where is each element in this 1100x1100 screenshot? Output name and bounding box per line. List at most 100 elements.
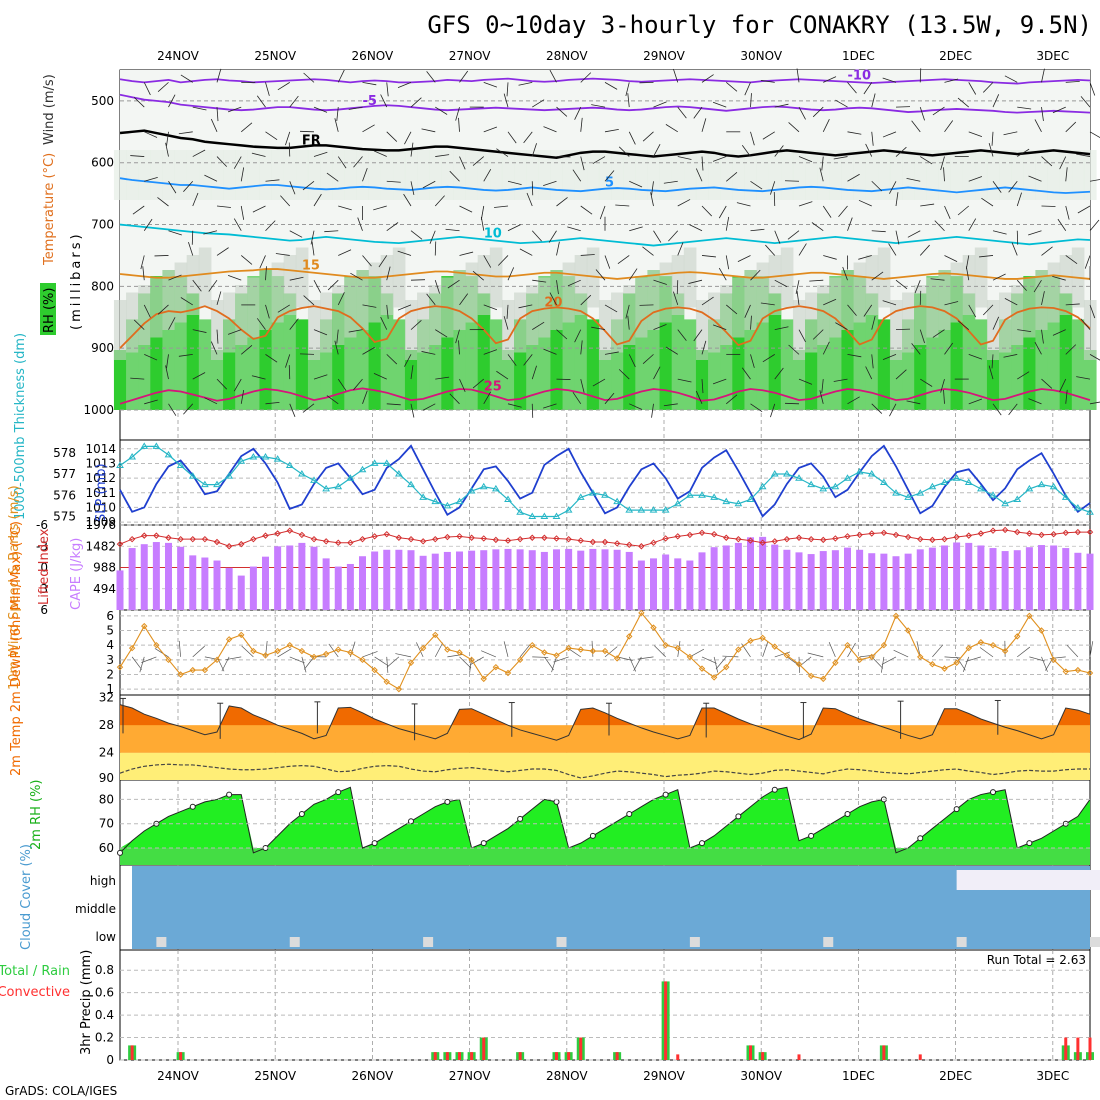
cape-bar — [528, 550, 536, 610]
wind10-marker — [225, 636, 233, 643]
wind-barb — [811, 222, 824, 232]
wind-barb — [991, 131, 994, 146]
thickness-tick-label: 578 — [53, 446, 76, 460]
wind10-marker — [1026, 612, 1033, 620]
wind-barb — [668, 230, 679, 242]
wind-barb — [858, 255, 872, 260]
cape-bar — [480, 550, 488, 610]
pressure-tick-label: 800 — [91, 279, 114, 293]
wind-barb — [483, 304, 498, 311]
isotherm-25 — [119, 387, 1091, 405]
wind-barb — [518, 304, 533, 309]
wind-barb — [507, 403, 522, 408]
thickness-marker — [904, 493, 913, 500]
precip-convective-bar — [664, 981, 668, 1060]
rh-shade-mid — [1035, 270, 1049, 330]
wind-tick-label: 1 — [106, 682, 114, 696]
rh-shade-high — [780, 150, 794, 200]
wind10-barb — [944, 656, 961, 659]
wind-barb — [847, 217, 853, 231]
wind-barb — [275, 253, 290, 256]
thickness-marker — [782, 470, 791, 477]
cape-bar — [225, 567, 233, 610]
rh-marker — [699, 840, 705, 847]
wind-barb — [459, 156, 466, 170]
wind-barb — [233, 156, 242, 169]
wind-barb — [132, 205, 145, 215]
cape-bar — [965, 542, 973, 610]
precip-convective-bar — [676, 1054, 680, 1060]
date-label-bottom: 2DEC — [939, 1069, 972, 1083]
rh-shade-mid — [635, 277, 648, 338]
wind-barb — [988, 142, 994, 157]
wind-barb — [216, 291, 222, 306]
wind10-marker — [601, 647, 609, 655]
wind-barb — [472, 378, 485, 389]
wind-barb — [819, 167, 824, 182]
wind-barb — [604, 255, 611, 269]
wind-barb — [871, 354, 874, 369]
lifted-index-marker — [286, 527, 293, 534]
wind-barb — [809, 279, 824, 282]
rh-shade-mid — [1083, 300, 1097, 360]
wind-barb — [718, 267, 727, 281]
wind-barb — [265, 220, 276, 232]
wind-barb — [519, 248, 533, 256]
lifted-index-marker — [650, 539, 657, 546]
rh-shade-high — [792, 150, 806, 200]
lifted-index-marker — [298, 531, 306, 539]
cape-bar — [1062, 548, 1070, 610]
cape-bar — [977, 545, 985, 610]
wind-tick-label: 4 — [106, 638, 114, 652]
pressure-tick-label: 500 — [91, 94, 114, 108]
lifted-index-marker — [820, 536, 827, 544]
rh-shade-high — [514, 150, 527, 200]
rh-shade-high — [1023, 150, 1036, 200]
cloud-high-bar — [1017, 870, 1031, 890]
wind10-marker — [638, 609, 645, 617]
wind-barb — [1041, 107, 1044, 122]
rh-shade-high — [926, 150, 939, 200]
lifted-index-marker — [189, 535, 196, 543]
wind-barb — [459, 378, 466, 393]
rh-shade-high — [380, 150, 394, 200]
wind-barb — [313, 329, 328, 336]
lifted-index-marker — [553, 535, 560, 542]
wind-barb — [762, 354, 775, 363]
rh-shade-low — [598, 350, 612, 410]
rh-shade-mid — [477, 255, 491, 315]
wind-barb — [204, 174, 218, 182]
wind-barb — [882, 131, 897, 138]
precip-legend-total: Total / Rain — [0, 964, 70, 979]
wind10-marker — [783, 652, 791, 659]
rh-shade-low — [295, 319, 309, 410]
lifted-index-marker — [1001, 526, 1009, 534]
rh-shade-high — [914, 150, 927, 200]
wind10-barb — [141, 656, 157, 663]
wind-barb — [835, 322, 848, 330]
wind-barb — [507, 224, 521, 232]
wind-barb — [472, 156, 485, 166]
cloud-high-bar — [1077, 870, 1091, 890]
wind10-barb — [956, 656, 966, 671]
wind-barb — [920, 203, 935, 207]
lifted-index-marker — [747, 537, 754, 544]
wind-barb — [1065, 389, 1068, 404]
wind-barb — [216, 68, 222, 83]
rh-shade-mid — [1023, 277, 1036, 338]
wind10-marker — [432, 631, 439, 639]
rh-shade-low — [792, 350, 806, 410]
rh-shade-low — [283, 293, 297, 410]
wind-barb — [895, 230, 900, 245]
rh-shade-mid — [404, 300, 418, 360]
rh-shade-high — [392, 150, 406, 200]
wind-barb — [1059, 156, 1067, 170]
wind-barb — [133, 97, 145, 108]
wind-barb — [334, 340, 339, 355]
wind-barb — [604, 304, 618, 313]
wind-barb — [378, 255, 388, 268]
wind-barb — [750, 93, 752, 108]
wind-barb — [289, 403, 296, 417]
wind-barb — [410, 230, 423, 240]
wind-barb — [695, 168, 703, 182]
